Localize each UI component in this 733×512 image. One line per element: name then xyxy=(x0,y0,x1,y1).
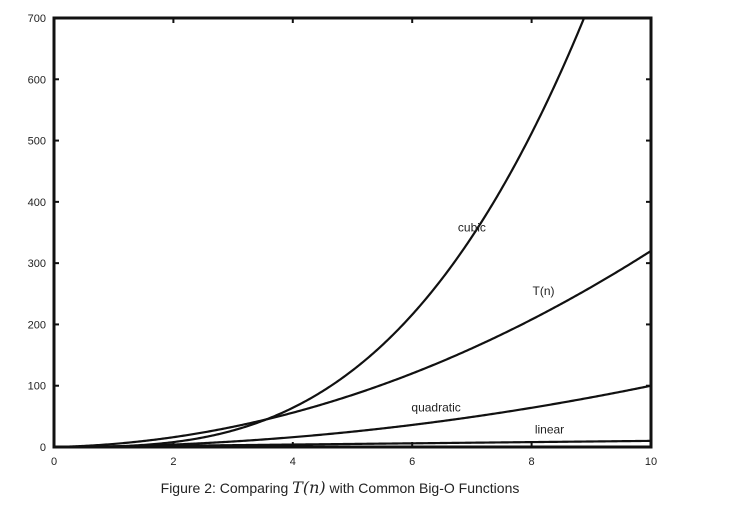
y-tick-label-6: 600 xyxy=(28,74,46,86)
series-line-0 xyxy=(54,18,586,447)
series-label-1: T(n) xyxy=(533,284,555,298)
series-labels: cubic T(n) quadratic linear xyxy=(411,220,564,436)
y-tick-label-3: 300 xyxy=(28,258,46,270)
caption-prefix: Figure 2: Comparing xyxy=(160,480,293,496)
x-tick-label-2: 4 xyxy=(290,456,296,468)
x-tick-label-4: 8 xyxy=(529,456,535,468)
caption-suffix: with Common Big-O Functions xyxy=(325,480,520,496)
x-tick-label-5: 10 xyxy=(645,456,657,468)
series-line-1 xyxy=(54,249,651,447)
y-tick-label-5: 500 xyxy=(28,136,46,148)
y-tick-label-4: 400 xyxy=(28,197,46,209)
y-tick-label-0: 0 xyxy=(40,442,46,454)
plot-frame xyxy=(52,16,653,449)
series-label-3: linear xyxy=(535,423,564,437)
x-tick-label-0: 0 xyxy=(51,456,57,468)
figure-caption: Figure 2: Comparing T(n) with Common Big… xyxy=(0,478,680,497)
series-label-0: cubic xyxy=(458,220,486,234)
curves-layer xyxy=(54,18,651,447)
x-tick-label-3: 6 xyxy=(409,456,415,468)
caption-math: T(n) xyxy=(292,478,326,497)
y-tick-label-7: 700 xyxy=(28,13,46,25)
x-tick-label-1: 2 xyxy=(170,456,176,468)
series-label-2: quadratic xyxy=(411,400,460,414)
y-tick-label-2: 200 xyxy=(28,319,46,331)
y-tick-label-1: 100 xyxy=(28,381,46,393)
